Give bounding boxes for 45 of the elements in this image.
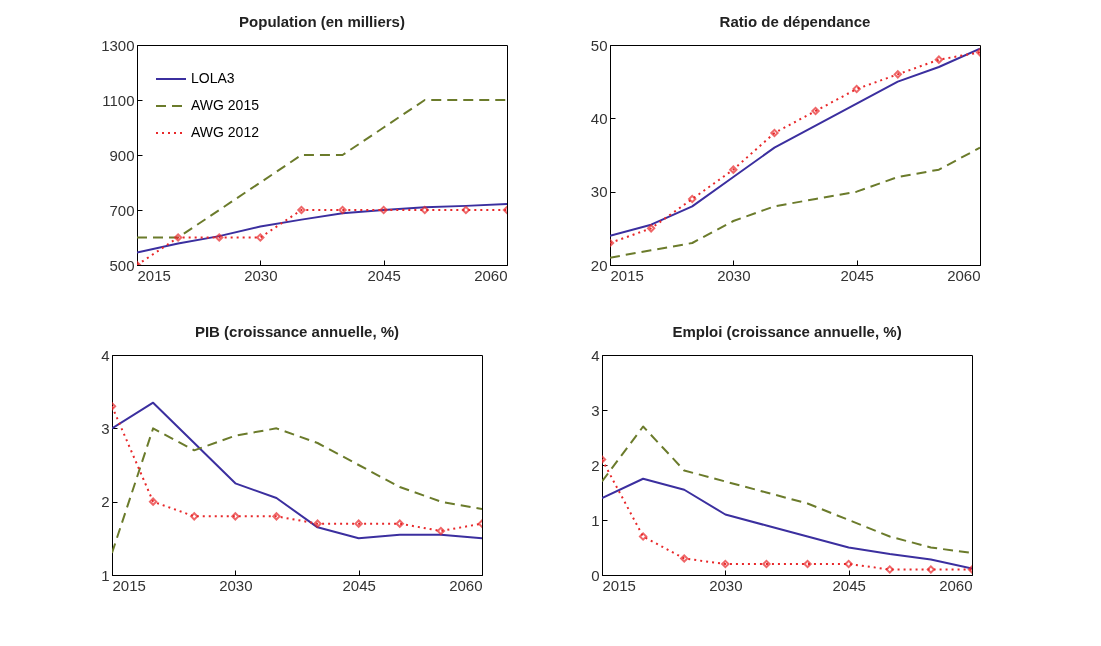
y-tick-label: 2 [101,493,110,511]
y-tick-label: 900 [109,146,135,164]
y-tick-label: 1300 [101,36,135,54]
x-tick-label: 2015 [610,266,644,284]
y-tick-label: 1 [591,511,600,529]
y-tick-label: 4 [101,346,110,364]
y-tick-label: 2 [591,456,600,474]
x-tick-label: 2045 [342,576,376,594]
chart-title: Emploi (croissance annuelle, %) [672,323,902,340]
x-tick-label: 2045 [840,266,874,284]
x-tick-label: 2030 [244,266,278,284]
chart-title: PIB (croissance annuelle, %) [194,323,400,340]
y-tick-label: 500 [109,256,135,274]
line-series [610,146,980,259]
legend-label: AWG 2012 [191,124,260,140]
x-tick-label: 2060 [947,266,981,284]
y-tick-label: 50 [590,36,608,54]
x-tick-label: 2030 [717,266,751,284]
y-tick-label: 4 [591,346,600,364]
y-tick-label: 40 [590,109,608,127]
x-tick-label: 2060 [939,576,973,594]
y-tick-label: 0 [591,566,600,584]
line-series [112,427,482,554]
x-tick-label: 2045 [367,266,401,284]
x-tick-label: 2045 [832,576,866,594]
y-tick-label: 20 [590,256,608,274]
line-series [602,425,972,554]
x-tick-label: 2060 [449,576,483,594]
y-tick-label: 1 [101,566,110,584]
x-tick-label: 2060 [474,266,508,284]
x-tick-label: 2015 [602,576,636,594]
y-tick-label: 30 [590,183,608,201]
legend-label: AWG 2015 [191,97,260,113]
y-tick-label: 3 [591,401,600,419]
chart-title: Population (en milliers) [239,13,405,30]
x-tick-label: 2030 [709,576,743,594]
y-tick-label: 1100 [102,91,135,109]
x-tick-label: 2015 [112,576,146,594]
x-tick-label: 2015 [137,266,171,284]
legend-label: LOLA3 [191,70,235,86]
x-tick-label: 2030 [219,576,253,594]
line-series [137,202,507,254]
y-tick-label: 3 [101,419,110,437]
y-tick-label: 700 [109,201,135,219]
chart-title: Ratio de dépendance [719,13,871,30]
